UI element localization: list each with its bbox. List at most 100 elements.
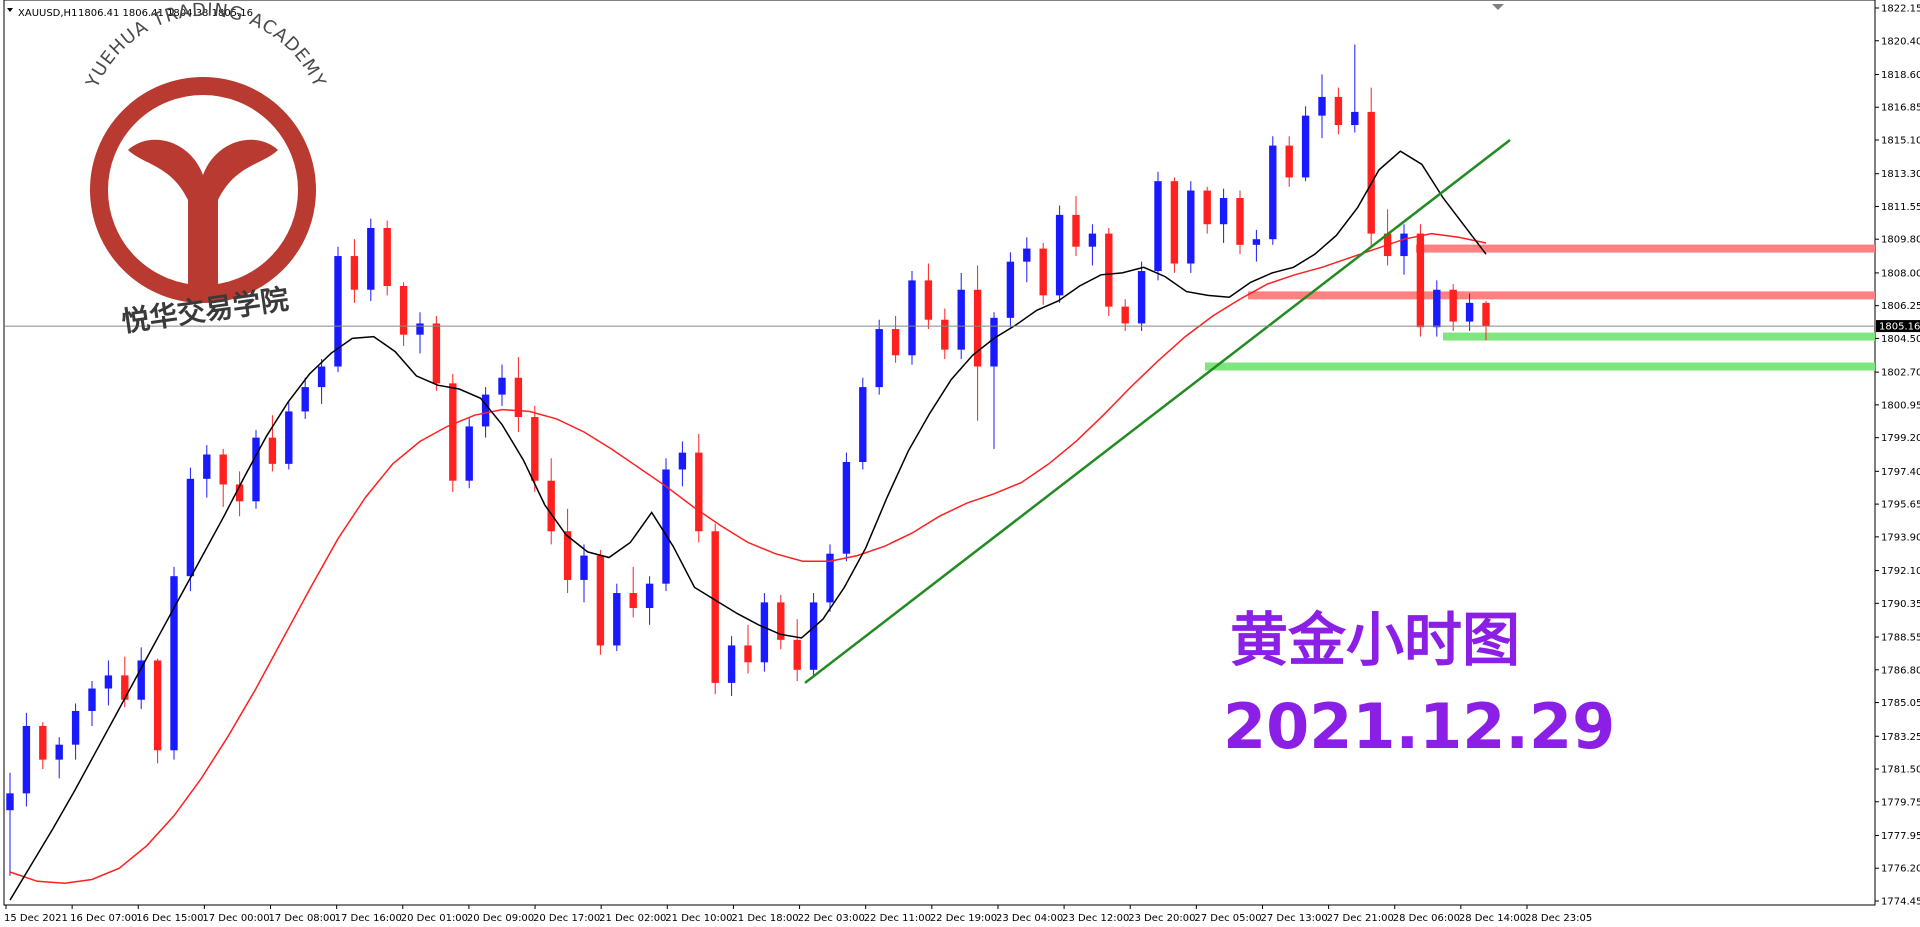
candle-body xyxy=(465,426,473,481)
candle-body xyxy=(268,437,277,464)
logo-ring xyxy=(90,77,316,303)
candle-body xyxy=(908,280,916,356)
candle-body xyxy=(1203,190,1211,225)
candle-body xyxy=(121,675,129,700)
candle-body xyxy=(777,602,785,640)
y-tick-label: 1818.60 xyxy=(1881,70,1920,81)
ohlc-readout: 1806.41 1806.41 1804.38 1805.16 xyxy=(78,8,253,19)
candle-body xyxy=(875,329,883,388)
x-tick-label: 28 Dec 14:00 xyxy=(1459,913,1526,924)
candle-body xyxy=(334,256,342,367)
x-tick-label: 17 Dec 08:00 xyxy=(269,913,336,924)
x-tick-label: 17 Dec 16:00 xyxy=(335,913,402,924)
resistance-zone xyxy=(1248,291,1875,300)
candle-body xyxy=(350,256,359,290)
candle-body xyxy=(1449,289,1457,322)
candle-body xyxy=(563,531,572,580)
candle-body xyxy=(842,461,851,554)
logo-emblem xyxy=(128,139,278,292)
candle-body xyxy=(1088,233,1097,247)
candle-body xyxy=(317,366,326,388)
y-tick-label: 1806.25 xyxy=(1881,301,1920,312)
candle-body xyxy=(1236,198,1244,245)
y-tick-label: 1774.45 xyxy=(1881,897,1920,908)
x-tick-label: 16 Dec 07:00 xyxy=(70,913,137,924)
x-tick-label: 15 Dec 2021 xyxy=(4,913,68,924)
candle-body xyxy=(809,602,818,670)
y-tick-label: 1820.40 xyxy=(1881,36,1920,47)
current-price-box xyxy=(1876,320,1920,333)
candle-body xyxy=(383,227,391,287)
candle-body xyxy=(1482,302,1490,327)
candles xyxy=(6,44,1490,876)
candle-body xyxy=(760,602,769,663)
candle-body xyxy=(416,323,424,335)
y-tick-label: 1785.05 xyxy=(1881,698,1920,709)
x-tick-label: 22 Dec 03:00 xyxy=(798,913,865,924)
candle-body xyxy=(514,377,523,418)
candle-body xyxy=(481,394,490,427)
candle-body xyxy=(1170,181,1179,264)
symbol-label: XAUUSD,H1 xyxy=(18,8,77,19)
x-tick-label: 27 Dec 13:00 xyxy=(1260,913,1327,924)
x-tick-label: 21 Dec 02:00 xyxy=(599,913,666,924)
candle-body xyxy=(39,725,47,760)
x-tick-label: 21 Dec 18:00 xyxy=(731,913,798,924)
candle-body xyxy=(973,289,982,367)
candle-body xyxy=(678,452,687,470)
candle-body xyxy=(1269,145,1277,240)
y-tick-label: 1808.00 xyxy=(1881,268,1920,279)
shift-marker-icon[interactable] xyxy=(1492,4,1504,10)
y-tick-label: 1781.50 xyxy=(1881,765,1920,776)
symbol-dropdown-icon[interactable] xyxy=(7,8,13,12)
y-tick-label: 1797.40 xyxy=(1881,467,1920,478)
candle-body xyxy=(1039,248,1047,296)
y-tick-label: 1783.25 xyxy=(1881,732,1920,743)
candle-body xyxy=(1416,233,1425,328)
candle-body xyxy=(1137,271,1146,324)
candle-body xyxy=(793,639,801,670)
candle-body xyxy=(613,593,621,646)
candle-body xyxy=(498,377,506,395)
candle-body xyxy=(645,583,654,609)
y-tick-label: 1804.50 xyxy=(1881,334,1920,345)
candle-body xyxy=(252,437,260,502)
candle-body xyxy=(301,387,309,412)
candle-body xyxy=(1023,248,1031,262)
candle-body xyxy=(203,454,211,479)
x-tick-label: 27 Dec 05:00 xyxy=(1194,913,1261,924)
y-tick-label: 1800.95 xyxy=(1881,400,1920,411)
y-tick-label: 1802.70 xyxy=(1881,368,1920,379)
candle-body xyxy=(399,286,408,335)
y-tick-label: 1811.55 xyxy=(1881,202,1920,213)
ma-fast-line xyxy=(9,150,1487,901)
support-zone xyxy=(1443,332,1875,341)
y-tick-label: 1790.35 xyxy=(1881,599,1920,610)
candle-body xyxy=(1252,239,1261,245)
price-zones xyxy=(1205,244,1875,371)
x-tick-label: 22 Dec 19:00 xyxy=(930,913,997,924)
ma-slow-line xyxy=(9,232,1487,884)
candle-body xyxy=(1006,261,1015,318)
candle-body xyxy=(547,480,555,532)
candle-body xyxy=(1367,111,1375,234)
x-tick-label: 23 Dec 20:00 xyxy=(1128,913,1195,924)
candle-body xyxy=(71,710,80,745)
x-tick-label: 28 Dec 23:05 xyxy=(1525,913,1592,924)
x-tick-label: 20 Dec 01:00 xyxy=(401,913,468,924)
candle-body xyxy=(1433,289,1441,328)
candle-body xyxy=(137,660,145,700)
resistance-zone xyxy=(1416,244,1875,253)
current-price-label: 1805.16 xyxy=(1879,322,1920,333)
plot-area[interactable] xyxy=(3,0,1876,906)
candle-body xyxy=(629,593,637,609)
candle-body xyxy=(170,576,178,751)
candle-body xyxy=(1121,306,1129,324)
y-tick-label: 1795.65 xyxy=(1881,500,1920,511)
candle-body xyxy=(744,645,752,663)
y-tick-label: 1777.95 xyxy=(1881,831,1920,842)
y-tick-label: 1799.20 xyxy=(1881,433,1920,444)
candle-body xyxy=(711,531,719,683)
